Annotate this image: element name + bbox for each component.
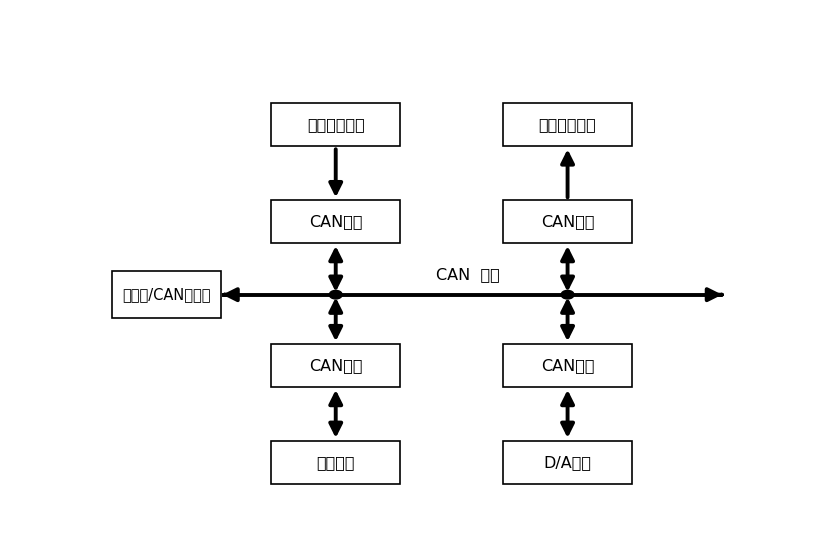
Bar	[504, 103, 632, 146]
Text: CAN  网络: CAN 网络	[436, 267, 499, 282]
Bar	[504, 441, 632, 484]
Text: CAN接口: CAN接口	[541, 358, 594, 373]
Bar	[271, 441, 401, 484]
Text: CAN接口: CAN接口	[309, 214, 362, 229]
Bar	[271, 103, 401, 146]
Bar	[271, 344, 401, 387]
Circle shape	[561, 290, 574, 299]
Bar	[504, 344, 632, 387]
Text: 数字输出驱动: 数字输出驱动	[538, 118, 597, 132]
Circle shape	[329, 290, 342, 299]
Text: 频率输出: 频率输出	[317, 455, 355, 470]
Bar	[271, 200, 401, 243]
Text: CAN接口: CAN接口	[541, 214, 594, 229]
Bar	[111, 271, 221, 318]
Bar	[504, 200, 632, 243]
Text: CAN接口: CAN接口	[309, 358, 362, 373]
Text: 单片机/CAN控制器: 单片机/CAN控制器	[122, 287, 210, 302]
Text: D/A转换: D/A转换	[543, 455, 592, 470]
Text: 数字输入检测: 数字输入检测	[307, 118, 365, 132]
